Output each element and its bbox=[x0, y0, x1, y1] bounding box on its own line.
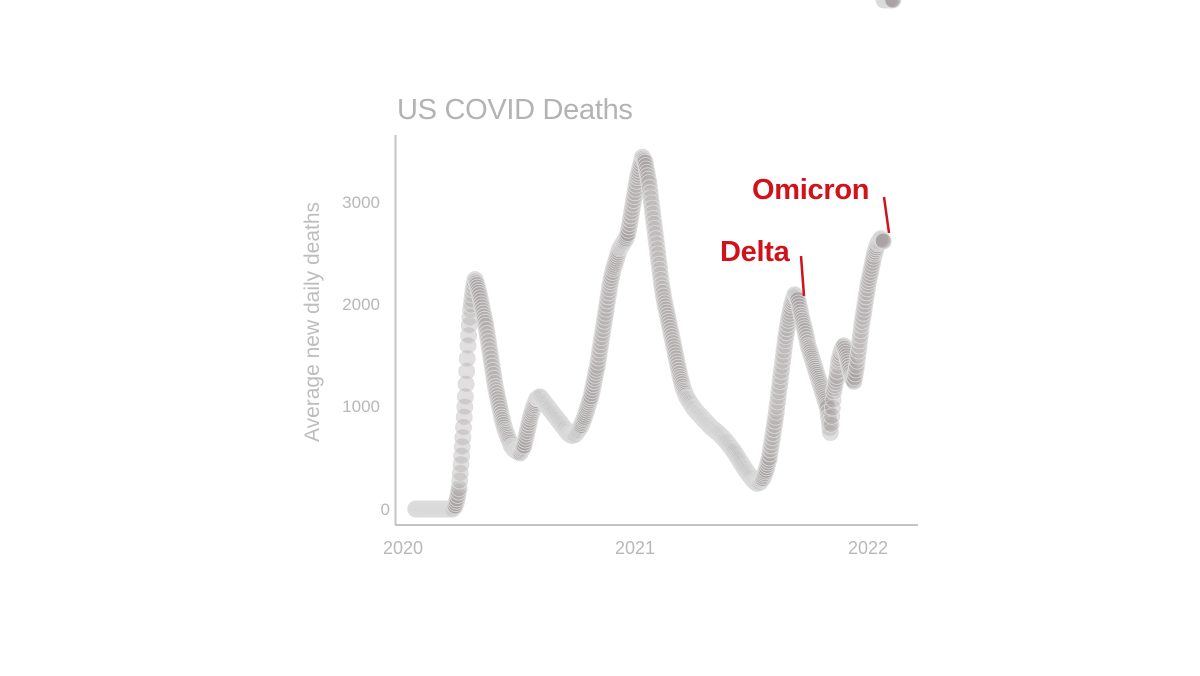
delta-leader-line bbox=[799, 255, 806, 297]
data-point bbox=[458, 350, 476, 368]
data-point bbox=[874, 232, 892, 249]
data-point bbox=[453, 447, 471, 465]
data-point bbox=[601, 280, 618, 298]
x-tick-2022: 2022 bbox=[847, 538, 889, 558]
data-point bbox=[458, 362, 476, 380]
data-point bbox=[452, 456, 470, 474]
data-points bbox=[407, 0, 902, 518]
delta-annotation: Delta bbox=[720, 236, 790, 268]
data-point bbox=[859, 280, 876, 298]
x-tick-2021: 2021 bbox=[614, 538, 656, 558]
data-point bbox=[852, 322, 870, 339]
data-point bbox=[766, 412, 784, 430]
chart-title: US COVID Deaths bbox=[397, 94, 633, 126]
y-tick-0: 0 bbox=[380, 500, 390, 519]
data-point bbox=[451, 464, 469, 482]
omicron-leader-line bbox=[882, 196, 891, 234]
data-point bbox=[776, 337, 793, 355]
y-tick-3000: 3000 bbox=[342, 193, 380, 212]
data-point bbox=[874, 232, 892, 250]
data-point bbox=[456, 388, 474, 406]
y-tick-1000: 1000 bbox=[342, 397, 380, 416]
data-point bbox=[821, 418, 839, 436]
data-point bbox=[873, 231, 891, 249]
data-point bbox=[453, 438, 471, 456]
omicron-annotation: Omicron bbox=[752, 174, 870, 206]
data-point bbox=[652, 271, 670, 288]
x-tick-2020: 2020 bbox=[382, 538, 424, 558]
data-point bbox=[884, 0, 902, 9]
data-point bbox=[457, 375, 475, 393]
y-tick-2000: 2000 bbox=[342, 295, 380, 314]
